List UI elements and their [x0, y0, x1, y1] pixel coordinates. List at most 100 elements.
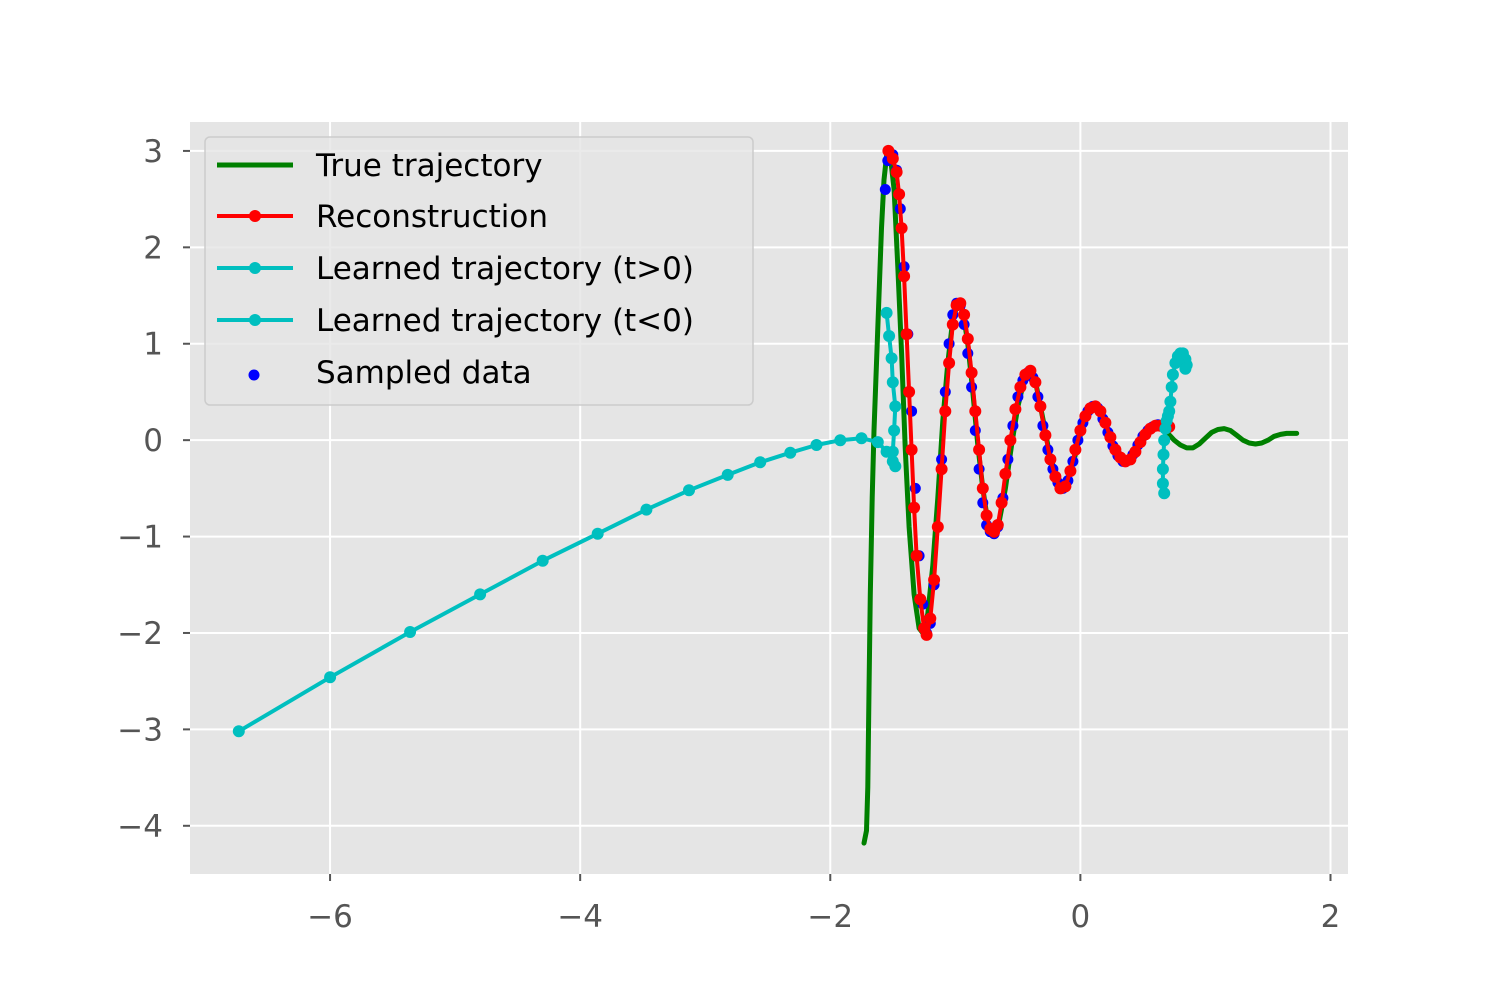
data-point: [893, 188, 906, 201]
data-point: [889, 460, 902, 473]
x-tick-label: −4: [557, 899, 603, 935]
data-point: [1064, 465, 1077, 477]
data-point: [898, 270, 911, 283]
data-point: [404, 626, 417, 638]
y-tick-label: −4: [117, 809, 163, 845]
data-point: [890, 166, 903, 179]
y-tick-label: 3: [143, 134, 163, 170]
data-point: [886, 445, 899, 458]
series-reconstruction: [882, 144, 1176, 641]
data-point: [1166, 368, 1179, 381]
data-point: [1099, 416, 1112, 429]
data-point: [905, 443, 918, 456]
y-tick-labels: 3 2 1 0 −1 −2 −3 −4: [117, 134, 163, 845]
legend-label: Sampled data: [316, 355, 532, 391]
legend-entry-learned-t-neg: Learned trajectory (t<0): [217, 303, 694, 339]
data-point: [1029, 376, 1042, 389]
data-point: [973, 443, 986, 456]
data-point: [885, 352, 898, 365]
data-point: [999, 467, 1012, 480]
legend-entry-true-trajectory: True trajectory: [217, 148, 543, 184]
data-point: [910, 549, 923, 562]
legend-label: Reconstruction: [316, 199, 548, 235]
data-point: [1009, 403, 1022, 416]
data-point: [1179, 362, 1192, 375]
data-point: [976, 482, 989, 495]
x-tick-label: 0: [1071, 899, 1091, 935]
data-point: [1158, 434, 1171, 447]
data-point: [946, 318, 959, 331]
data-point: [889, 400, 902, 413]
legend-swatch-blue-dot: [248, 369, 260, 381]
data-point: [683, 484, 695, 497]
x-tick-label: 2: [1321, 899, 1341, 935]
data-point: [324, 671, 337, 684]
data-point: [920, 628, 933, 641]
data-point: [1039, 429, 1052, 442]
data-point: [1158, 487, 1171, 500]
y-tick-label: −2: [117, 616, 163, 652]
data-point: [754, 456, 767, 469]
data-point: [886, 376, 899, 389]
data-point: [991, 519, 1004, 531]
data-point: [895, 222, 908, 235]
data-point: [980, 509, 993, 522]
data-point: [961, 332, 974, 345]
data-point: [939, 405, 952, 418]
data-point: [1014, 381, 1027, 394]
data-point: [721, 468, 734, 481]
data-point: [640, 503, 653, 516]
data-point: [784, 446, 797, 459]
legend-label: Learned trajectory (t>0): [316, 251, 694, 287]
data-point: [943, 357, 956, 369]
data-point: [995, 496, 1008, 509]
legend-entry-learned-t-pos: Learned trajectory (t>0): [217, 251, 694, 287]
y-tick-label: 1: [143, 327, 163, 363]
data-point: [886, 152, 899, 165]
data-point: [958, 308, 971, 321]
data-point: [969, 405, 982, 418]
x-tick-label: −2: [807, 899, 853, 935]
data-point: [935, 463, 948, 476]
data-point: [1104, 431, 1117, 444]
y-tick-label: 0: [143, 423, 163, 459]
data-point: [1059, 480, 1072, 493]
x-tick-labels: −6 −4 −2 0 2: [307, 899, 1340, 935]
data-point: [883, 330, 896, 342]
data-point: [1163, 405, 1176, 418]
data-point: [1044, 453, 1057, 466]
data-point: [536, 554, 549, 567]
y-tick-label: 2: [143, 230, 163, 266]
data-point: [954, 297, 967, 310]
legend-label: True trajectory: [315, 148, 543, 184]
legend-swatch-red-marker: [249, 210, 261, 222]
y-tick-label: −1: [117, 520, 163, 556]
data-point: [1074, 424, 1087, 437]
series-learned-trajectory-t-pos: [1156, 347, 1193, 500]
data-point: [931, 520, 944, 533]
data-point: [888, 424, 901, 437]
series-layer: [232, 144, 1300, 846]
legend: True trajectory Reconstruction Learned t…: [204, 136, 754, 406]
data-point: [928, 573, 941, 586]
data-point: [1165, 381, 1178, 394]
legend-swatch-cyan-marker: [249, 314, 261, 326]
data-point: [810, 439, 823, 451]
series-learned-trajectory-t-neg: [232, 306, 902, 738]
data-point: [879, 184, 891, 195]
y-tick-label: −3: [117, 712, 163, 748]
data-point: [1164, 395, 1177, 408]
data-point: [1156, 477, 1169, 490]
legend-label: Learned trajectory (t<0): [316, 303, 694, 339]
data-point: [1156, 463, 1169, 476]
data-point: [1157, 448, 1170, 461]
data-point: [591, 527, 604, 540]
legend-swatch-cyan-marker: [249, 262, 261, 274]
data-point: [924, 612, 937, 625]
data-point: [1024, 364, 1037, 377]
data-point: [914, 593, 927, 606]
data-point: [1094, 405, 1107, 418]
data-point: [1069, 443, 1082, 456]
data-point: [1034, 400, 1047, 413]
